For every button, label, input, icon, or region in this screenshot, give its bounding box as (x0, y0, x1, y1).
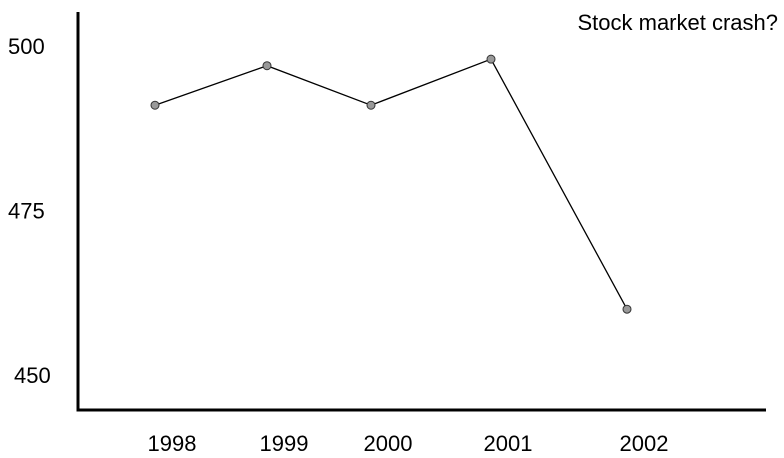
data-point-1998 (150, 100, 160, 110)
chart-annotation: Stock market crash? (577, 10, 778, 35)
y-tick-labels: 450 475 500 (8, 34, 51, 388)
data-points (150, 54, 632, 314)
x-tick-label-1998: 1998 (148, 431, 197, 456)
axes (76, 12, 766, 412)
data-point-1999 (262, 61, 272, 71)
series-line (154, 58, 628, 310)
y-tick-label-475: 475 (8, 199, 45, 224)
y-tick-label-500: 500 (8, 34, 45, 59)
series-line-group (154, 58, 628, 310)
x-tick-labels: 1998 1999 2000 2001 2002 (148, 431, 669, 456)
data-point-2002 (622, 304, 632, 314)
y-tick-label-450: 450 (14, 363, 51, 388)
x-tick-label-2002: 2002 (620, 431, 669, 456)
x-tick-label-2000: 2000 (364, 431, 413, 456)
data-point-2000 (366, 100, 376, 110)
data-point-2001 (486, 54, 496, 64)
x-tick-label-2001: 2001 (484, 431, 533, 456)
x-tick-label-1999: 1999 (260, 431, 309, 456)
